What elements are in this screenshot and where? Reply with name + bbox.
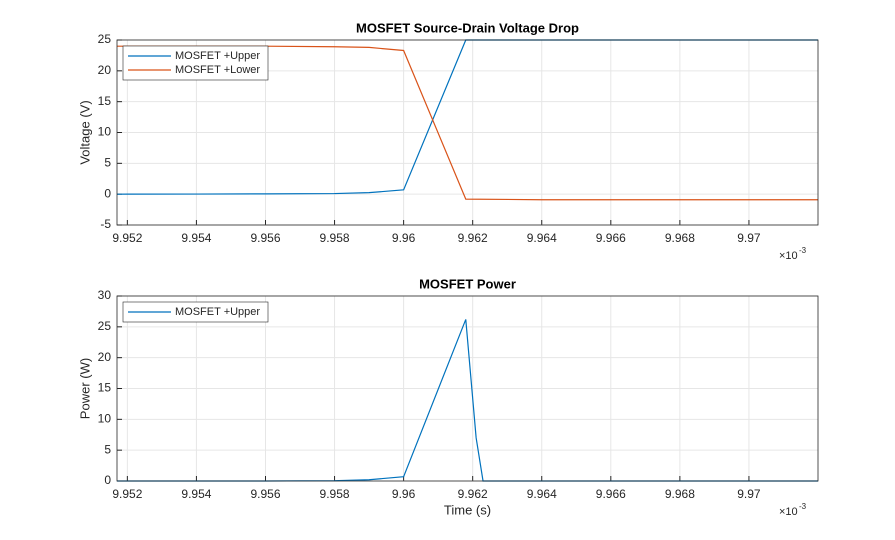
x-tick-label: 9.96: [392, 231, 416, 245]
y-tick-label: 25: [98, 319, 112, 333]
x-tick-label: 9.966: [596, 487, 626, 501]
x-multiplier-exponent: -3: [799, 246, 807, 255]
x-tick-label: 9.964: [527, 487, 557, 501]
axes-box: [116, 39, 819, 226]
legend-box: [122, 301, 269, 323]
x-tick-label: 9.964: [527, 231, 557, 245]
x-tick-label: 9.954: [181, 231, 211, 245]
x-tick-label: 9.968: [665, 231, 695, 245]
x-tick-label: 9.96: [392, 487, 416, 501]
y-tick-label: 20: [98, 63, 112, 77]
legend-box: [122, 45, 269, 81]
x-multiplier-base: ×10: [779, 506, 798, 518]
x-tick-label: 9.962: [458, 231, 488, 245]
x-tick-label: 9.97: [737, 231, 761, 245]
x-axis-label: Time (s): [444, 502, 491, 517]
y-tick-label: 5: [104, 156, 111, 170]
y-tick-label: 0: [104, 473, 111, 487]
chart-title: MOSFET Source-Drain Voltage Drop: [356, 20, 579, 35]
y-axis-label: Power (W): [77, 358, 92, 419]
y-tick-label: 30: [98, 288, 112, 302]
x-tick-label: 9.962: [458, 487, 488, 501]
y-tick-label: 0: [104, 186, 111, 200]
x-tick-label: 9.952: [112, 231, 142, 245]
y-tick-label: 10: [98, 412, 112, 426]
y-axis-label: Voltage (V): [77, 100, 92, 164]
x-tick-label: 9.958: [320, 231, 350, 245]
x-multiplier-exponent: -3: [799, 502, 807, 511]
y-tick-label: -5: [100, 217, 111, 231]
x-tick-label: 9.954: [181, 487, 211, 501]
x-tick-label: 9.956: [250, 231, 280, 245]
legend-label: MOSFET +Lower: [175, 64, 260, 76]
chart-title: MOSFET Power: [419, 276, 516, 291]
y-tick-label: 20: [98, 350, 112, 364]
x-tick-label: 9.958: [320, 487, 350, 501]
x-tick-label: 9.97: [737, 487, 761, 501]
y-tick-label: 15: [98, 381, 112, 395]
x-tick-label: 9.966: [596, 231, 626, 245]
y-tick-label: 25: [98, 32, 112, 46]
legend-label: MOSFET +Upper: [175, 306, 260, 318]
y-tick-label: 15: [98, 94, 112, 108]
x-tick-label: 9.956: [250, 487, 280, 501]
y-tick-label: 5: [104, 442, 111, 456]
y-tick-label: 10: [98, 125, 112, 139]
x-tick-label: 9.952: [112, 487, 142, 501]
x-tick-label: 9.968: [665, 487, 695, 501]
axes-box: [116, 295, 819, 482]
x-multiplier-base: ×10: [779, 250, 798, 262]
legend-label: MOSFET +Upper: [175, 50, 260, 62]
